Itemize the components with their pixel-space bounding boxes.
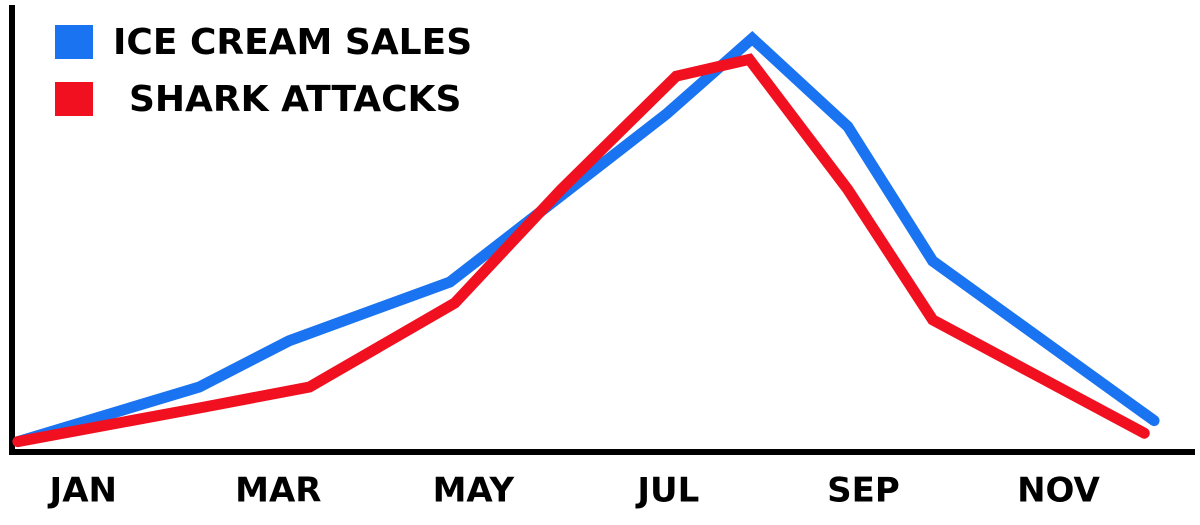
series-line — [12, 53, 1150, 448]
x-tick-label: JUL — [635, 471, 699, 511]
x-tick-label: MAR — [235, 471, 321, 511]
legend-swatch — [55, 25, 93, 59]
x-tick-label: SEP — [827, 471, 900, 511]
series-line — [12, 30, 1160, 448]
legend-label: ICE CREAM SALES — [113, 22, 472, 63]
x-tick-label: NOV — [1017, 471, 1100, 511]
legend-label: SHARK ATTACKS — [129, 79, 461, 120]
x-tick-label: MAY — [433, 471, 515, 511]
x-tick-label: JAN — [48, 471, 117, 511]
legend-swatch — [55, 82, 93, 116]
